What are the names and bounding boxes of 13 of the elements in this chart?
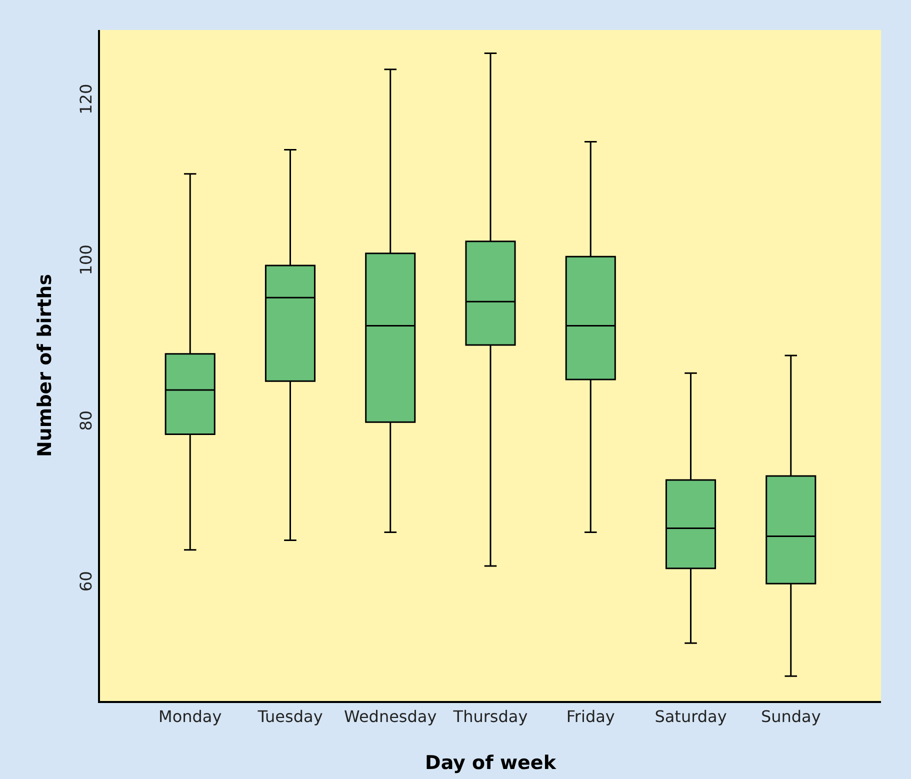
y-axis-title: Number of births	[34, 274, 56, 458]
y-tick-label: 120	[76, 84, 96, 114]
x-tick-label: Thursday	[452, 707, 528, 726]
x-tick-label: Wednesday	[344, 707, 437, 726]
y-tick-label: 100	[76, 244, 96, 276]
x-tick-label: Monday	[158, 707, 222, 726]
x-tick-label: Friday	[566, 707, 615, 726]
x-axis-title: Day of week	[425, 752, 556, 774]
y-tick-label: 60	[76, 571, 96, 592]
y-tick-label: 80	[76, 410, 96, 431]
x-tick-label: Saturday	[654, 707, 727, 726]
x-tick-label: Sunday	[760, 707, 821, 726]
x-tick-label: Tuesday	[256, 707, 323, 726]
